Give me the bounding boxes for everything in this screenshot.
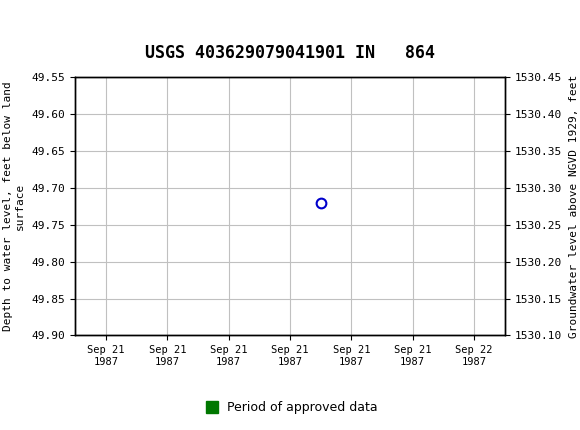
Text: USGS 403629079041901 IN   864: USGS 403629079041901 IN 864 [145, 44, 435, 62]
Y-axis label: Depth to water level, feet below land
surface: Depth to water level, feet below land su… [3, 82, 25, 331]
Text: ≡USGS: ≡USGS [9, 16, 75, 36]
Legend: Period of approved data: Period of approved data [197, 396, 383, 419]
Y-axis label: Groundwater level above NGVD 1929, feet: Groundwater level above NGVD 1929, feet [568, 75, 578, 338]
